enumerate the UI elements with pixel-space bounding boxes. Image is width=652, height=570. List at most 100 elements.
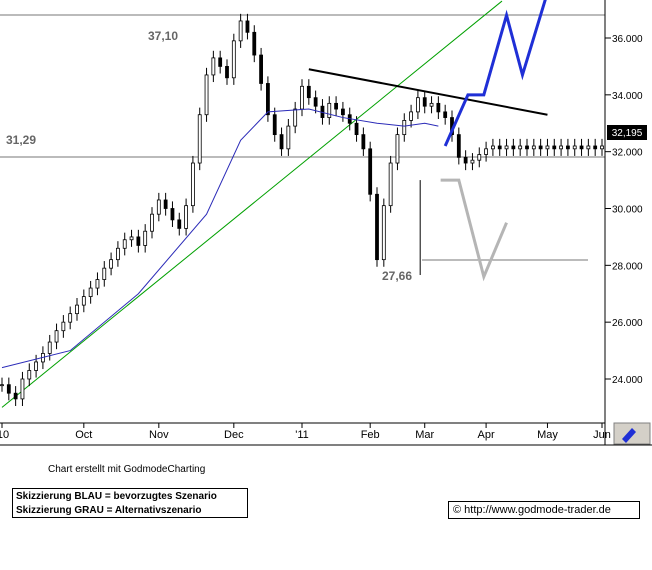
candle-body [34, 361, 38, 371]
candle-body [0, 384, 4, 387]
x-tick-label: Dec [224, 429, 244, 441]
candle-body [197, 114, 202, 164]
candle-body [477, 154, 482, 161]
candle-body [470, 159, 475, 164]
y-tick-label: 24.000 [612, 375, 643, 386]
candle-body [6, 384, 11, 394]
drawing-tool-icon[interactable] [613, 422, 651, 445]
y-tick-label: 30.000 [612, 205, 643, 216]
y-tick-label: 26.000 [612, 318, 643, 329]
candle-body [341, 108, 345, 116]
candle-body [313, 97, 318, 107]
legend-grey-text: Skizzierung GRAU = Alternativszenario [16, 505, 202, 516]
candle-body [13, 392, 18, 400]
x-tick-label: Feb [361, 429, 380, 441]
candle-body [327, 102, 332, 118]
price-annotations: 37,10 31,29 27,66 [6, 29, 412, 283]
x-tick-label: Apr [478, 429, 495, 441]
trend-lines [1, 0, 548, 408]
candle-body [177, 219, 182, 229]
candle-body [272, 114, 277, 136]
candle-body [566, 145, 570, 150]
candle-body [218, 57, 223, 67]
candle-body [572, 145, 577, 150]
y-tick-label: 32.000 [612, 148, 643, 159]
candle-body [497, 145, 502, 150]
candle-body [538, 145, 543, 150]
uptrend-line [1, 0, 503, 408]
candle-body [102, 267, 107, 280]
candle-body [436, 102, 441, 113]
x-tick-label: '11 [295, 429, 309, 441]
candle-body [231, 40, 236, 79]
candle-body [191, 162, 195, 207]
x-tick-label: Jun [593, 429, 611, 441]
candle-body [279, 134, 284, 150]
candle-body [395, 134, 400, 164]
plot-area [0, 0, 605, 423]
candle-body [375, 193, 379, 261]
x-axis: '10 Oct Nov Dec '11 Feb Mar Apr May Jun [0, 422, 652, 446]
candle-body [225, 66, 229, 79]
candle-body [456, 134, 461, 158]
x-tick-label: May [537, 429, 558, 441]
candle-body [354, 122, 359, 136]
last-price-box [607, 125, 647, 140]
x-tick-label: Oct [75, 429, 92, 441]
candle-body [416, 97, 420, 113]
candle-body [150, 213, 154, 232]
candle-body [593, 145, 598, 150]
candle-body [211, 57, 216, 76]
candle-body [109, 259, 113, 269]
y-axis: 24.000 26.000 28.000 30.000 32.000 34.000 36.0… [604, 0, 647, 445]
grey-scenario-line [440, 178, 508, 282]
high-annotation: 37,10 [148, 29, 178, 43]
candle-body [245, 20, 250, 33]
source-link[interactable]: © http://www.godmode-trader.de [448, 501, 640, 519]
candle-body [388, 162, 393, 207]
x-tick-label: Mar [415, 429, 434, 441]
candle-body [491, 145, 495, 150]
candle-body [20, 378, 25, 400]
candle-body [81, 296, 86, 306]
level-lines [0, 14, 605, 261]
chart-credit: Chart erstellt mit GodmodeCharting [48, 464, 206, 475]
candle-body [95, 279, 100, 289]
candle-body [334, 102, 338, 110]
candle-body [443, 111, 448, 118]
legend-blue-text: Skizzierung BLAU = bevorzugtes Szenario [16, 491, 217, 502]
candle-body [429, 102, 434, 107]
candle-body [129, 236, 134, 241]
moving-average [1, 108, 439, 369]
candle-body [170, 208, 175, 221]
candle-body [368, 148, 373, 195]
candle-body [61, 321, 66, 332]
blue-scenario-line [443, 0, 547, 147]
candle-body [579, 145, 584, 150]
candle-body [300, 85, 304, 110]
scenario-projections [440, 0, 547, 282]
y-tick-label: 34.000 [612, 91, 643, 102]
candle-body [545, 145, 550, 150]
candle-body [484, 148, 488, 155]
candle-body [68, 313, 73, 323]
candle-body [116, 247, 120, 261]
candle-body [518, 145, 523, 150]
candle-body [238, 20, 243, 42]
moving-average-line [1, 108, 439, 369]
candle-body [143, 230, 148, 246]
candle-body [136, 236, 141, 246]
candle-body [163, 199, 168, 209]
x-tick-label: Nov [149, 429, 169, 441]
candle-body [286, 125, 291, 150]
candle-body [586, 145, 591, 150]
candle-body [259, 54, 263, 84]
candle-body [252, 31, 257, 56]
candle-body [156, 199, 161, 215]
candle-body [122, 239, 127, 249]
candle-body [409, 111, 413, 121]
candle-body [525, 145, 529, 150]
candle-body [511, 145, 516, 150]
candle-body [402, 120, 407, 136]
